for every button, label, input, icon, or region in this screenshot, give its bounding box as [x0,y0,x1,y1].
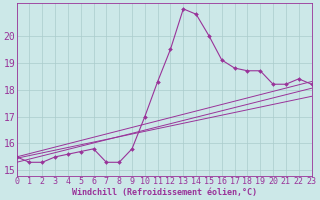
X-axis label: Windchill (Refroidissement éolien,°C): Windchill (Refroidissement éolien,°C) [72,188,257,197]
